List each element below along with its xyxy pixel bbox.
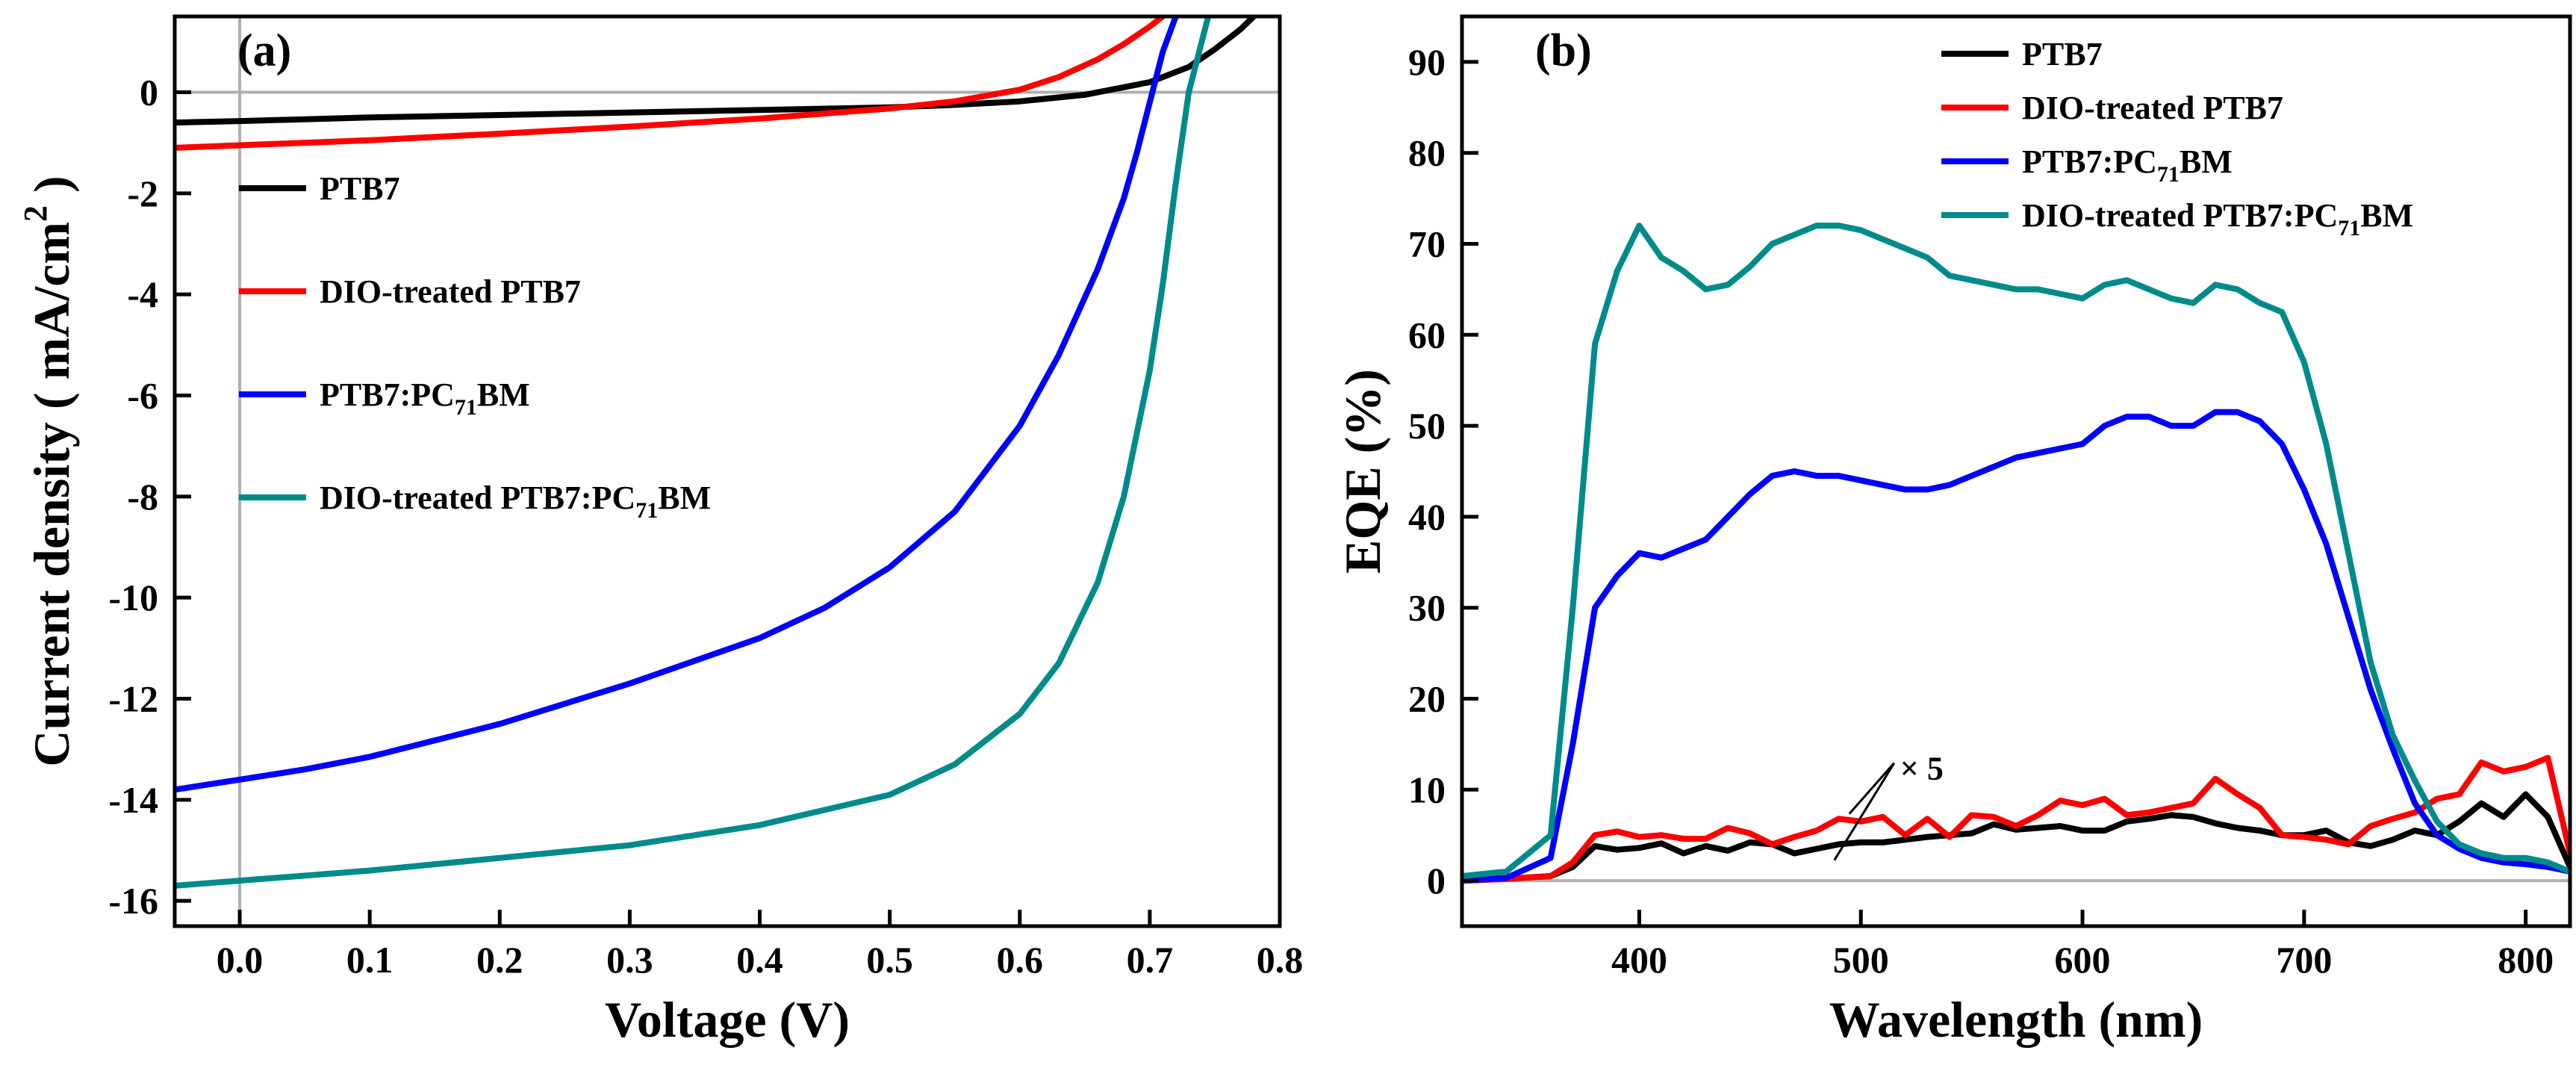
legend-label-tail: BM — [2360, 197, 2413, 234]
y-tick-label: -12 — [108, 678, 158, 720]
y-axis-title-text: Current density — [23, 422, 80, 767]
plot-frame — [1460, 14, 2572, 928]
x-tick-label: 0.5 — [866, 939, 913, 981]
legend-label-main: DIO-treated PTB7:PC — [320, 479, 635, 516]
x-tick-label: 0.4 — [736, 939, 783, 981]
plot-frame — [172, 14, 1282, 928]
legend-label-main: DIO-treated PTB7 — [2022, 90, 2283, 126]
series-line-2 — [175, 16, 1166, 151]
y-tick-label: -8 — [127, 476, 158, 518]
y-tick-label: -16 — [108, 880, 158, 922]
legend-label: DIO-treated PTB7 — [2022, 90, 2283, 126]
x-axis-title: Voltage (V) — [605, 991, 850, 1048]
y-tick-label: -6 — [127, 375, 158, 417]
x-axis-title: Wavelength (nm) — [1829, 991, 2203, 1048]
y-tick-label: 40 — [1408, 496, 1446, 538]
legend-label: PTB7 — [2022, 36, 2103, 72]
legend-label-tail: BM — [658, 479, 711, 516]
y-axis-unit: ( mA/cm — [23, 222, 80, 422]
x-tick-label: 0.2 — [476, 939, 523, 981]
legend-label-main: DIO-treated PTB7:PC — [2022, 197, 2338, 234]
series-line-4 — [1462, 223, 2570, 879]
y-tick-label: 30 — [1408, 587, 1446, 629]
series-group — [175, 16, 1257, 889]
annotation-text: × 5 — [1900, 751, 1944, 787]
x-tick-label: 400 — [1611, 939, 1667, 981]
panel-label: (b) — [1535, 25, 1592, 76]
y-tick-label: -2 — [127, 173, 158, 214]
legend-label-main: PTB7 — [2022, 36, 2103, 72]
legend-label: DIO-treated PTB7:PC71BM — [320, 479, 711, 523]
y-tick-label: 60 — [1408, 314, 1446, 356]
y-axis-unit-close: ) — [23, 176, 80, 205]
y-axis-unit-superscript: 2 — [17, 205, 54, 222]
y-tick-label: 0 — [140, 72, 158, 114]
legend-label-main: DIO-treated PTB7 — [320, 273, 581, 310]
x-tick-label: 0.7 — [1127, 939, 1174, 981]
x-tick-label: 0.0 — [217, 939, 264, 981]
y-tick-label: 80 — [1408, 132, 1446, 174]
y-tick-label: 90 — [1408, 41, 1446, 83]
panel-a-jv-chart: 0.0 0.1 0.2 0.3 0.4 0.5 0.6 0.7 0.8 0 -2 -4 -6 -8 -10 -… — [17, 14, 1304, 1048]
legend-label-subscript: 71 — [2338, 216, 2360, 240]
x-tick-label: 500 — [1833, 939, 1889, 981]
y-axis-title-text: EQE (%) — [1334, 369, 1391, 574]
y-axis-title: EQE (%) — [1334, 369, 1391, 574]
x-tick-label: 0.3 — [606, 939, 653, 981]
y-tick-label: 20 — [1408, 678, 1446, 720]
y-tick-label: 0 — [1427, 860, 1446, 901]
legend-label-subscript: 71 — [2157, 162, 2180, 187]
x-tick-label: 700 — [2276, 939, 2332, 981]
series-line-2 — [1462, 754, 2570, 884]
legend-label-main: PTB7 — [320, 170, 400, 207]
legend-label: DIO-treated PTB7:PC71BM — [2022, 197, 2413, 240]
legend-label: PTB7 — [320, 170, 400, 207]
annotation-pointer — [1833, 762, 1896, 861]
legend-label-subscript: 71 — [635, 498, 658, 523]
annotation-pointer — [1848, 762, 1895, 815]
y-tick-label: -14 — [108, 779, 158, 821]
x-tick-label: 800 — [2498, 939, 2554, 981]
series-line-3 — [175, 16, 1179, 793]
series-line-1 — [1462, 791, 2570, 884]
legend-label-main: PTB7:PC — [320, 376, 455, 413]
legend-label-main: PTB7:PC — [2022, 143, 2157, 180]
y-tick-label: 50 — [1408, 405, 1446, 447]
legend-label: PTB7:PC71BM — [2022, 143, 2233, 187]
y-axis-title: Current density ( mA/cm2 ) — [17, 176, 80, 766]
legend-label: DIO-treated PTB7 — [320, 273, 581, 310]
legend-label: PTB7:PC71BM — [320, 376, 530, 420]
annotation-x5: × 5 — [1833, 751, 1944, 861]
y-tick-label: -10 — [108, 577, 158, 618]
x-tick-label: 0.8 — [1257, 939, 1304, 981]
legend-label-subscript: 71 — [455, 395, 477, 420]
series-group — [1462, 223, 2570, 884]
panel-label: (a) — [237, 25, 291, 76]
legend-label-tail: BM — [477, 376, 530, 413]
x-tick-label: 0.6 — [997, 939, 1044, 981]
panel-b-eqe-chart: 400 500 600 700 800 0 10 20 30 40 50 60 70 80 90 Wavele… — [1334, 14, 2572, 1048]
series-line-1 — [175, 16, 1257, 126]
y-tick-label: -4 — [127, 273, 158, 315]
series-line-4 — [175, 16, 1212, 889]
series-line-3 — [1462, 409, 2570, 884]
x-tick-label: 600 — [2055, 939, 2111, 981]
y-tick-label: 70 — [1408, 223, 1446, 265]
legend-label-tail: BM — [2180, 143, 2233, 180]
y-tick-label: 10 — [1408, 769, 1446, 810]
x-tick-label: 0.1 — [346, 939, 393, 981]
